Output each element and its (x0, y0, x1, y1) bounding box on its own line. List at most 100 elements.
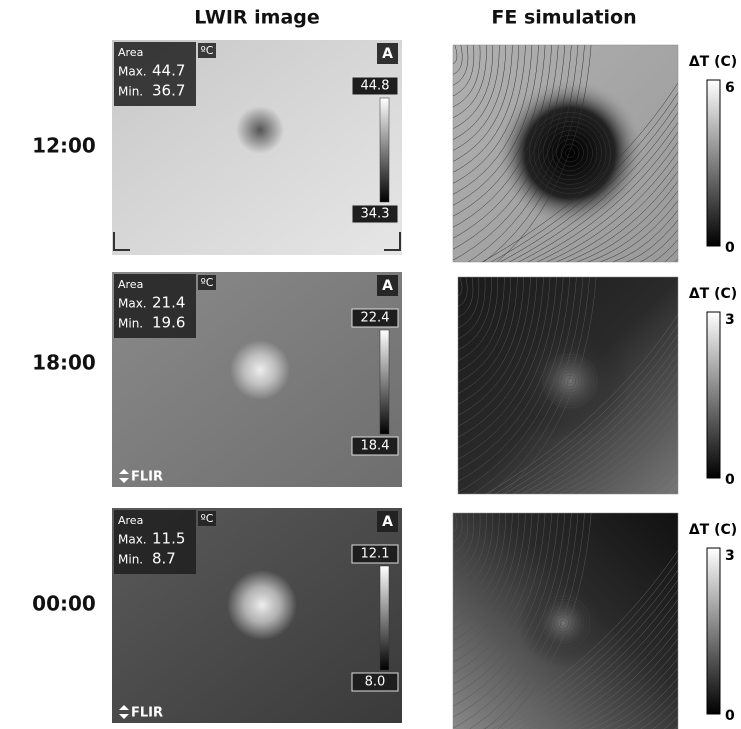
contour (501, 277, 597, 494)
fe-content (458, 277, 683, 511)
mode-box (377, 275, 398, 296)
thermal-spot (230, 340, 290, 400)
contour (530, 363, 678, 494)
max-value: 44.7 (152, 62, 185, 80)
contour (458, 277, 577, 493)
mode-label: A (382, 278, 393, 294)
contour (458, 277, 486, 340)
logo-icon (119, 469, 129, 483)
fe-spot (495, 78, 645, 228)
mode-box (377, 511, 398, 532)
contour (640, 696, 678, 729)
unit-label: ºC (201, 276, 214, 289)
colorbar-min: 0 (725, 240, 735, 256)
contour (453, 45, 500, 140)
contour (533, 116, 607, 190)
contour (613, 677, 678, 729)
unit-label: ºC (201, 44, 214, 57)
contour (662, 480, 678, 494)
contour (625, 219, 678, 262)
scale-bottom: 8.0 (365, 675, 386, 690)
colorbar (706, 79, 721, 247)
contour (650, 470, 678, 494)
colorbar-min: 0 (725, 708, 735, 724)
unit-box (198, 511, 216, 526)
contour (453, 45, 487, 118)
contour (519, 589, 678, 729)
contour (560, 371, 580, 391)
contour (453, 513, 475, 565)
contour (542, 353, 598, 409)
contour (453, 45, 475, 97)
colorbar (706, 311, 721, 479)
contour (453, 45, 458, 65)
min-label: Min. (118, 317, 143, 331)
contour (627, 686, 678, 729)
unit-box (198, 275, 216, 290)
contour (545, 151, 678, 262)
contour (674, 725, 678, 729)
contour (483, 45, 585, 262)
contour (458, 277, 499, 361)
contour (492, 559, 678, 729)
contour (508, 111, 678, 262)
colorbar-max: 3 (725, 548, 735, 564)
contour (458, 277, 557, 460)
scale-bottom-box (351, 672, 399, 692)
max-label: Max. (118, 533, 147, 547)
contour (578, 412, 678, 494)
contour (469, 513, 579, 729)
contour (639, 229, 678, 262)
contour (565, 170, 678, 262)
contour (453, 513, 458, 533)
contour (458, 277, 480, 329)
contour (512, 343, 678, 494)
scale-top: 22.4 (361, 311, 390, 326)
contour (458, 277, 474, 318)
contour (568, 402, 678, 494)
contour (674, 258, 678, 262)
contour (586, 190, 678, 262)
logo-text: FLIR (131, 470, 163, 485)
contour (547, 607, 579, 639)
contour (458, 277, 531, 416)
contour (544, 604, 582, 642)
contour (458, 277, 492, 350)
contour (458, 277, 538, 427)
contour (472, 277, 584, 494)
contour (453, 513, 500, 608)
contour (623, 451, 678, 494)
contour (563, 374, 577, 388)
fe-border (452, 44, 679, 263)
contour (458, 277, 511, 383)
contour (601, 667, 678, 729)
contour (645, 495, 683, 511)
contour (453, 45, 526, 184)
contour (453, 513, 481, 576)
fe-image (452, 44, 679, 263)
contour (560, 143, 580, 163)
lwir-image: Area Max. 21.4 Min. 19.6 ºC A 22.4 18.4 FLIR (112, 272, 402, 487)
contour (453, 45, 539, 206)
max-value: 21.4 (152, 294, 185, 312)
contour (521, 353, 678, 494)
fe-image (452, 512, 679, 729)
contour (467, 45, 579, 262)
contour (555, 160, 678, 262)
contour (547, 618, 678, 729)
colorbar-label: ΔT (C) (689, 286, 737, 302)
contour (557, 368, 583, 394)
contour (652, 238, 678, 262)
contour (598, 200, 678, 262)
scale-top: 12.1 (361, 547, 390, 562)
scale-bottom: 34.3 (361, 207, 390, 222)
contour (453, 513, 539, 674)
contour (503, 333, 678, 494)
contour (497, 513, 592, 729)
fe-content (453, 513, 678, 729)
contour (458, 277, 505, 372)
contour (481, 82, 678, 262)
colorbar-max: 3 (725, 312, 735, 328)
contour (610, 441, 678, 494)
min-label: Min. (118, 85, 143, 99)
